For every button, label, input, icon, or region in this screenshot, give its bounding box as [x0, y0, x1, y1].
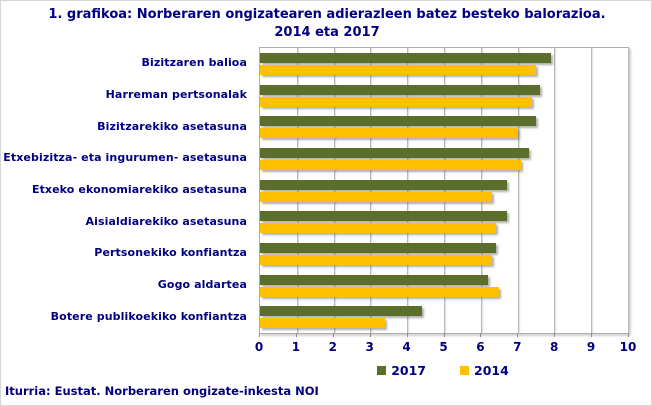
category-row [260, 80, 628, 112]
tick-label: 8 [550, 340, 559, 354]
tick-mark [332, 333, 334, 337]
category-row [260, 143, 628, 175]
legend-swatch-icon [377, 366, 387, 375]
bar-2017-6 [260, 211, 507, 222]
category-label: Aisialdiarekiko asetasuna [85, 214, 247, 228]
tick-mark [443, 333, 445, 337]
gridline [480, 48, 482, 333]
tick-mark [591, 333, 593, 337]
category-row [260, 301, 628, 333]
source-note: Iturria: Eustat. Norberaren ongizate-ink… [5, 384, 319, 398]
tick-label: 5 [439, 340, 448, 354]
bar-2014-2 [260, 96, 533, 107]
bar-2014-1 [260, 64, 536, 75]
bar-2014-4 [260, 159, 522, 170]
category-label: Gogo aldartea [157, 278, 247, 292]
bar-2014-9 [260, 318, 386, 329]
category-label: Etxeko ekonomiarekiko asetasuna [31, 183, 247, 197]
category-label: Bizitzarekiko asetasuna [97, 119, 247, 133]
legend: 2017 2014 [259, 363, 627, 378]
tick-mark [259, 333, 260, 337]
gridline [628, 48, 629, 333]
bar-2014-5 [260, 191, 492, 202]
tick-mark [517, 333, 519, 337]
bar-2017-3 [260, 116, 536, 127]
tick-label: 6 [476, 340, 485, 354]
gridline [407, 48, 409, 333]
bars-container [260, 48, 628, 333]
plot-area [259, 47, 629, 334]
category-row [260, 175, 628, 207]
value-axis: 0 1 2 3 4 5 6 7 8 9 10 [255, 333, 636, 355]
bar-2017-2 [260, 84, 540, 95]
legend-label: 2014 [474, 363, 509, 378]
category-label: Harreman pertsonalak [105, 88, 247, 101]
category-label: Pertsonekiko konfiantza [94, 246, 247, 260]
bar-2017-7 [260, 242, 496, 253]
category-label: Botere publikoekiko konfiantza [50, 309, 247, 323]
legend-label: 2017 [391, 363, 426, 378]
gridline [517, 48, 519, 333]
gridline [333, 48, 335, 333]
bar-2017-4 [260, 147, 529, 158]
chart-title: 1. grafikoa: Norberaren ongizatearen adi… [48, 7, 606, 40]
tick-label: 4 [402, 340, 411, 354]
tick-label: 2 [328, 340, 337, 354]
gridline [370, 48, 372, 333]
tick-label: 3 [365, 340, 374, 354]
tick-label: 7 [513, 340, 522, 354]
bar-2017-8 [260, 274, 489, 285]
bar-2017-1 [260, 52, 551, 63]
tick-label: 1 [291, 340, 301, 354]
bar-2017-9 [260, 306, 422, 317]
tick-mark [406, 333, 408, 337]
category-label: Bizitzaren balioa [141, 56, 247, 70]
tick-label: 0 [254, 340, 264, 354]
tick-mark [295, 333, 297, 337]
category-row [260, 270, 628, 302]
category-row [260, 48, 628, 80]
gridline [554, 48, 556, 333]
bar-2014-3 [260, 128, 518, 139]
gridline [591, 48, 593, 333]
tick-mark [628, 333, 629, 337]
bar-2014-7 [260, 254, 492, 265]
legend-swatch-icon [460, 366, 469, 375]
gridline [296, 48, 298, 333]
bar-2014-8 [260, 286, 500, 297]
tick-mark [554, 333, 556, 337]
bar-2014-6 [260, 223, 496, 234]
tick-mark [480, 333, 482, 337]
category-row [260, 238, 628, 270]
tick-mark [369, 333, 371, 337]
tick-label: 9 [586, 340, 596, 354]
category-row [260, 206, 628, 238]
category-row [260, 111, 628, 143]
legend-item-2014: 2014 [460, 363, 509, 378]
bar-2017-5 [260, 179, 507, 190]
category-label: Etxebizitza- eta ingurumen- asetasuna [3, 151, 247, 165]
legend-item-2017: 2017 [377, 363, 426, 378]
category-axis: Bizitzaren balioa Harreman pertsonalak Biz… [1, 47, 253, 332]
gridline [444, 48, 445, 333]
tick-label: 10 [619, 340, 637, 354]
